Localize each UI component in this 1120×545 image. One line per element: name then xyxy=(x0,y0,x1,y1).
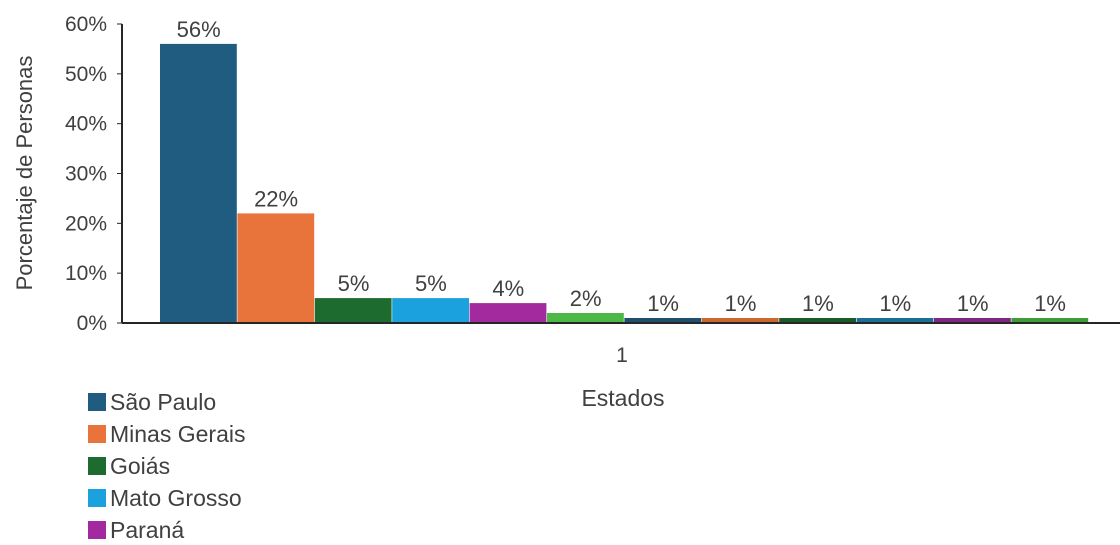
y-tick-label: 30% xyxy=(65,163,107,186)
bar-data-label: 1% xyxy=(802,291,834,316)
bar xyxy=(934,318,1011,323)
legend-item-goias: Goiás xyxy=(88,451,170,481)
bar-data-label: 4% xyxy=(492,276,524,301)
bar-data-label: 2% xyxy=(570,286,602,311)
y-tick-label: 60% xyxy=(65,13,107,36)
bar xyxy=(469,303,547,323)
y-axis-title: Porcentaje de Personas xyxy=(12,56,37,291)
y-tick-label: 20% xyxy=(65,212,107,235)
legend-item-mato-grosso: Mato Grosso xyxy=(88,483,242,513)
legend-swatch xyxy=(88,521,106,539)
bars xyxy=(160,43,1089,324)
x-tick-label: 1 xyxy=(616,344,628,367)
bar xyxy=(856,318,934,323)
bar xyxy=(314,298,392,323)
legend-item-sao-paulo: São Paulo xyxy=(88,387,216,417)
bar-data-label: 1% xyxy=(725,291,757,316)
x-axis-title: Estados xyxy=(581,385,664,411)
legend-swatch xyxy=(88,457,106,475)
bar xyxy=(160,43,237,324)
bar-data-label: 1% xyxy=(1034,291,1066,316)
bar-data-labels: 56% 22% 5% 5% 4% 2% 1% 1% 1% 1% 1% 1% xyxy=(177,17,1066,316)
legend-swatch xyxy=(88,393,106,411)
legend-label: Goiás xyxy=(110,452,171,479)
y-tick-label: 40% xyxy=(65,113,107,136)
legend-label: Minas Gerais xyxy=(110,420,246,447)
legend-label: São Paulo xyxy=(110,388,217,415)
y-tick-label: 0% xyxy=(77,312,107,335)
y-tick-label: 10% xyxy=(65,262,107,285)
legend-swatch xyxy=(88,425,106,443)
legend-item-parana: Paraná xyxy=(88,515,184,545)
legend-label: Paraná xyxy=(110,516,185,543)
bar xyxy=(237,213,315,323)
bar-data-label: 1% xyxy=(957,291,989,316)
legend-swatch xyxy=(88,489,106,507)
bar xyxy=(624,318,702,323)
bar-data-label: 1% xyxy=(647,291,679,316)
bar-data-label: 1% xyxy=(879,291,911,316)
legend-label: Mato Grosso xyxy=(110,484,242,511)
y-axis-ticks: 0% 10% 20% 30% 40% 50% 60% xyxy=(65,13,122,335)
bar xyxy=(392,298,469,323)
bar-data-label: 22% xyxy=(254,186,298,211)
bar xyxy=(779,318,856,323)
bar xyxy=(547,313,624,323)
bar-data-label: 56% xyxy=(177,17,221,42)
bar-data-label: 5% xyxy=(338,271,370,296)
legend-item-minas-gerais: Minas Gerais xyxy=(88,419,245,449)
bar xyxy=(1011,318,1089,323)
y-tick-label: 50% xyxy=(65,63,107,86)
bar-data-label: 5% xyxy=(415,271,447,296)
bar xyxy=(701,318,779,323)
